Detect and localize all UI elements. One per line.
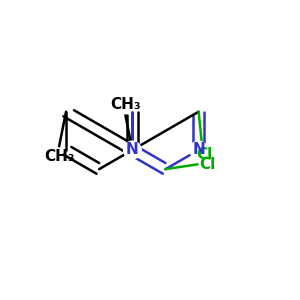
Circle shape	[190, 141, 208, 159]
Text: CH₃: CH₃	[44, 149, 74, 164]
Text: Cl: Cl	[197, 147, 213, 162]
Text: Cl: Cl	[199, 157, 215, 172]
Circle shape	[124, 141, 141, 159]
Text: N: N	[192, 142, 205, 158]
Text: CH₃: CH₃	[110, 98, 141, 112]
Text: N: N	[126, 142, 139, 158]
